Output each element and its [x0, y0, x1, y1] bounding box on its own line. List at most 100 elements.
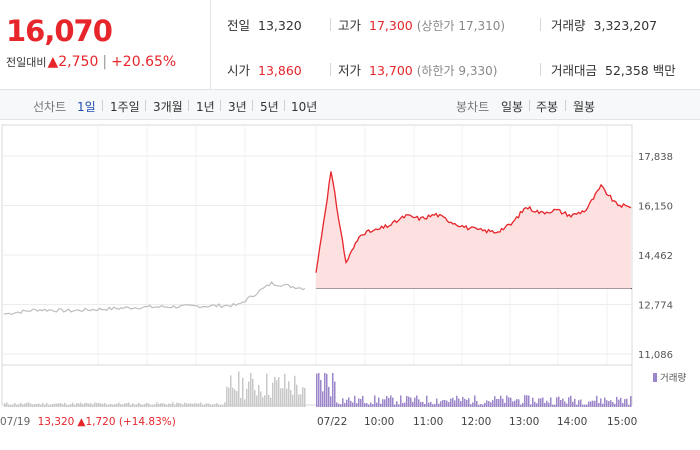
volume-bar — [328, 386, 330, 407]
volume-bar — [548, 402, 550, 407]
volume-bar — [534, 401, 536, 407]
volume-bar — [300, 394, 302, 407]
period-1w[interactable]: 1주일 — [110, 100, 140, 114]
volume-bar — [36, 403, 38, 407]
volume-bar — [278, 377, 280, 407]
prev-close-label: 전일 — [227, 18, 251, 33]
volume-bar — [428, 402, 430, 407]
volume-bar — [366, 403, 368, 407]
open-value: 13,860 — [258, 63, 302, 78]
change-value: 2,750 — [58, 54, 99, 70]
volume-bar — [406, 395, 408, 407]
price-tick-label: 12,774 — [638, 301, 673, 312]
volume-bar — [468, 398, 470, 407]
low-value: 13,700 — [369, 63, 413, 78]
volume-bar — [478, 404, 480, 407]
volume-bar — [400, 395, 402, 407]
volume-bar — [514, 400, 516, 407]
volume-bar — [454, 400, 456, 407]
volume-bar — [92, 404, 94, 407]
volume-bar — [582, 404, 584, 407]
volume-bar — [388, 397, 390, 407]
volume-bar — [70, 404, 72, 407]
volume-bar — [622, 402, 624, 407]
period-5y[interactable]: 5년 — [260, 100, 279, 114]
volume-bar — [320, 379, 322, 407]
volume-bar — [212, 404, 214, 407]
volume-bar — [540, 398, 542, 407]
volume-bar — [484, 402, 486, 407]
volume-bar — [140, 404, 142, 407]
period-1y[interactable]: 1년 — [196, 100, 215, 114]
volume-bar — [436, 398, 438, 407]
volume-bar — [504, 402, 506, 407]
price-chart[interactable]: 17,838 16,150 14,462 12,774 11,086 거래량 — [0, 120, 700, 450]
volume-bars — [4, 371, 632, 407]
volume-value: 3,323,207 — [593, 18, 658, 33]
volume-bar — [472, 402, 474, 407]
volume-bar — [346, 399, 348, 407]
volume-bar — [378, 397, 380, 407]
volume-bar — [470, 404, 472, 407]
period-weekly-candle[interactable]: 주봉 — [536, 100, 559, 114]
volume-bar — [528, 395, 530, 407]
volume-bar — [606, 400, 608, 407]
volume-bar — [590, 401, 592, 407]
separator — [145, 100, 146, 111]
period-3y[interactable]: 3년 — [228, 100, 247, 114]
volume-bar — [482, 404, 484, 407]
volume-bar — [132, 403, 134, 407]
prev-close: 전일 13,320 — [227, 15, 302, 34]
volume-bar — [424, 403, 426, 407]
volume-bar — [450, 398, 452, 407]
volume-bar — [250, 373, 252, 407]
prev-day-info: 07/19 13,320 ▲1,720 (+14.83%) — [0, 416, 176, 428]
volume-bar — [238, 371, 240, 407]
volume-bar — [372, 404, 374, 407]
volume-bar — [330, 396, 332, 407]
volume-bar — [64, 402, 66, 407]
period-daily-candle[interactable]: 일봉 — [501, 100, 524, 114]
price-axis: 17,838 16,150 14,462 12,774 11,086 — [638, 152, 673, 361]
separator — [220, 100, 221, 111]
volume-bar — [72, 402, 74, 407]
volume-bar — [180, 403, 182, 407]
change-separator: | — [102, 54, 108, 70]
period-1d[interactable]: 1일 — [77, 100, 96, 114]
volume-bar — [340, 404, 342, 407]
stock-summary: 16,070 전일대비▲2,750 | +20.65% 전일 13,320 고가 17,… — [0, 0, 700, 90]
prev-day-close: 13,320 — [37, 416, 75, 428]
volume-bar — [370, 402, 372, 407]
period-monthly-candle[interactable]: 월봉 — [573, 100, 596, 114]
volume-bar — [254, 390, 256, 407]
volume-bar — [434, 403, 436, 407]
volume-bar — [34, 403, 36, 407]
volume-bar — [148, 403, 150, 407]
prev-close-value: 13,320 — [258, 18, 302, 33]
volume-bar — [488, 400, 490, 407]
volume-bar — [82, 404, 84, 407]
volume-bar — [124, 403, 126, 407]
volume-bar — [78, 403, 80, 407]
volume-bar — [52, 403, 54, 407]
volume-bar — [76, 402, 78, 407]
volume-bar — [564, 401, 566, 407]
volume-bar — [282, 388, 284, 407]
volume-bar — [476, 400, 478, 407]
price-series — [3, 171, 632, 316]
period-3m[interactable]: 3개월 — [153, 100, 183, 114]
chart-grid — [2, 125, 632, 366]
volume-bar — [84, 402, 86, 407]
high-price: 고가 17,300 (상한가 17,310) — [338, 15, 505, 34]
volume-bar — [168, 403, 170, 407]
volume-bar — [600, 398, 602, 407]
volume-bar — [160, 403, 162, 407]
volume-bar — [112, 404, 114, 407]
volume-bar — [510, 397, 512, 407]
volume-bar — [286, 388, 288, 407]
volume-bar — [56, 403, 58, 407]
period-10y[interactable]: 10년 — [291, 100, 318, 114]
volume-bar — [270, 397, 272, 407]
volume-bar — [200, 402, 202, 407]
volume-bar — [40, 404, 42, 407]
